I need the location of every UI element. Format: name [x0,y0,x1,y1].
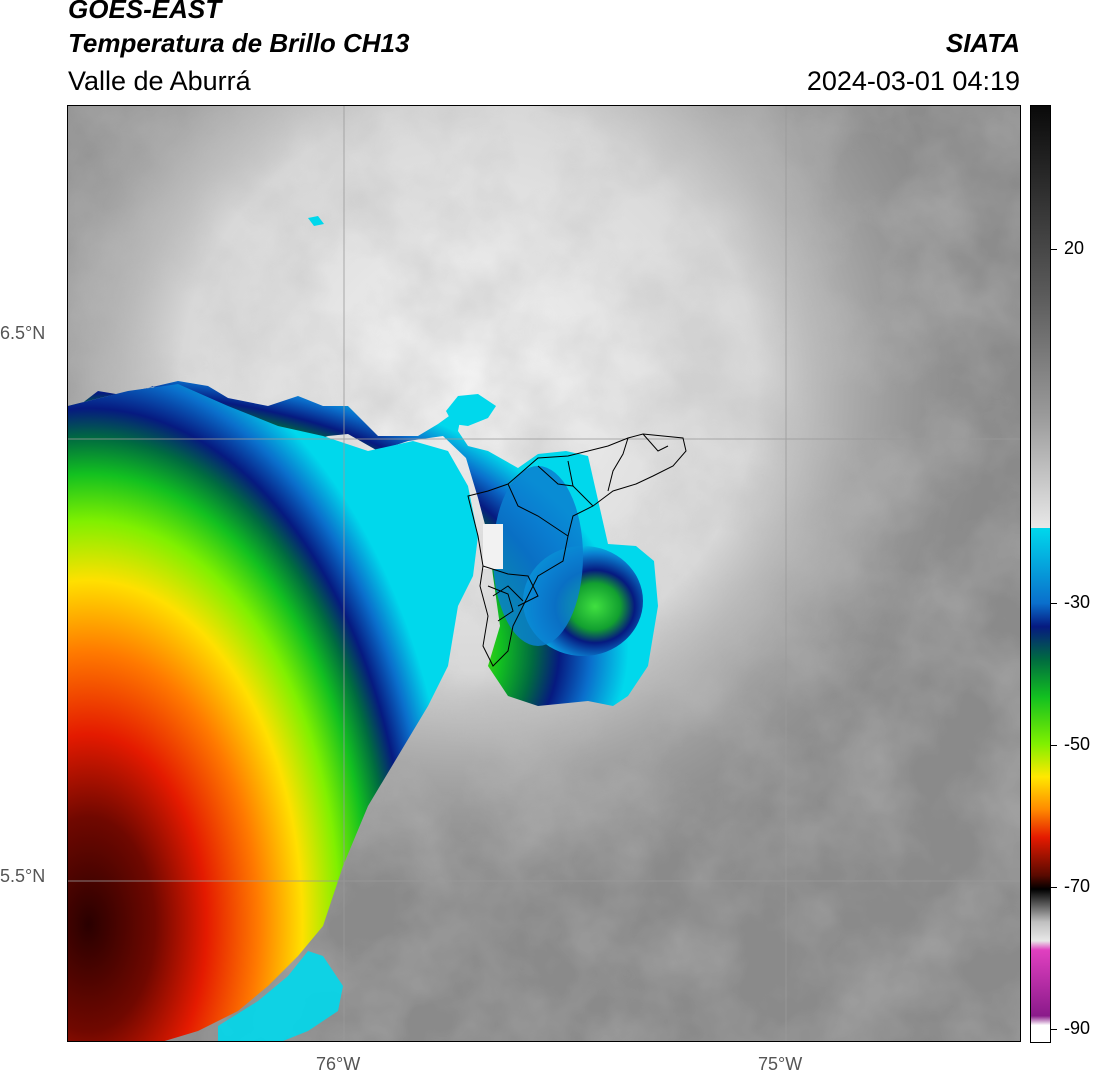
colorbar-tick-minus-70 [1051,887,1057,888]
graticule [68,106,1020,1041]
storm-core [68,384,478,1041]
colorbar-tick-20 [1051,249,1057,250]
colorbar-tick-minus-90 [1051,1029,1057,1030]
agency-label: SIATA [945,28,1020,58]
colorbar-label-minus-90: -90 [1064,1018,1091,1038]
municipality-boundaries [467,433,687,667]
storm-southern-fringe [218,951,343,1041]
brightness-temperature-map [68,106,1020,1041]
colorbar-tick-minus-30 [1051,603,1057,604]
colorbar-label-minus-30: -30 [1064,592,1091,612]
colorbar-tick-minus-50 [1051,745,1057,746]
map-panel [67,105,1021,1042]
product-title: Temperatura de Brillo CH13 [68,28,410,58]
valley-cloud-band [493,466,583,646]
colorbar-label-minus-50: -50 [1064,734,1091,754]
datetime-label: 2024-03-01 04:19 [806,66,1020,96]
colorbar-label-minus-70: -70 [1064,876,1091,896]
lon-label-76w: 76°W [316,1054,361,1074]
satellite-title: GOES-EAST [68,0,222,24]
lon-label-75w: 75°W [758,1054,803,1074]
colorbar-gradient [1031,106,1050,1042]
colorbar [1030,105,1051,1043]
clear-gap [483,524,503,569]
region-label: Valle de Aburrá [68,66,251,96]
cyan-patch [446,394,496,426]
lat-label-5-5n: 5.5°N [0,866,46,886]
colorbar-label-20: 20 [1064,238,1085,258]
lat-label-6-5n: 6.5°N [0,323,46,343]
small-cyan-speck [308,216,324,226]
